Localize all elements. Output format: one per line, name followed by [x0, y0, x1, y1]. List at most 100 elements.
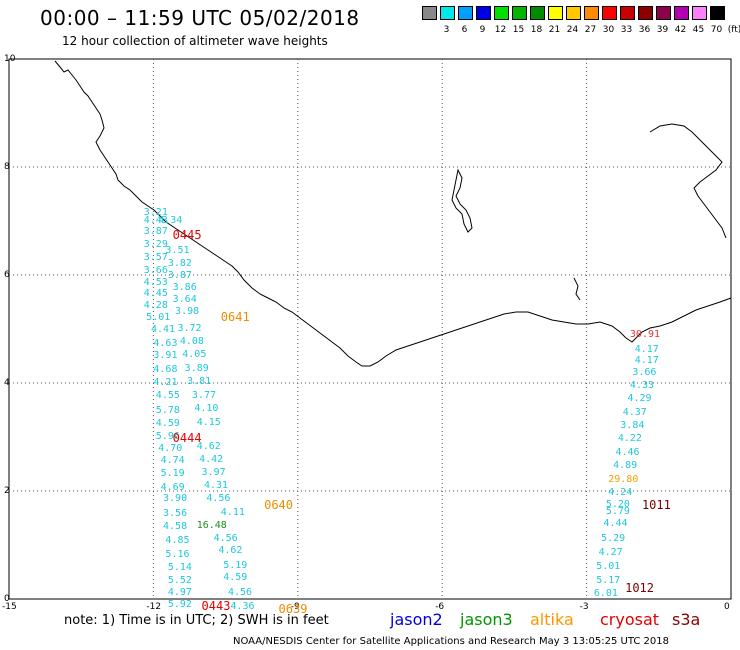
x-tick-label: -15: [2, 602, 17, 612]
wave-height-value: 5.20: [605, 499, 630, 511]
colorbar-label: 70: [710, 25, 723, 35]
wave-height-value: 4.27: [598, 546, 623, 558]
lat-lon-grid: [9, 59, 731, 599]
wave-height-value: 3.21: [143, 206, 168, 218]
wave-height-value: 5.01: [596, 560, 621, 572]
colorbar-label: 3: [443, 25, 450, 35]
wave-height-value: 4.46: [615, 447, 640, 459]
wave-height-value: 4.17: [634, 343, 659, 355]
wave-height-value: 3.82: [167, 258, 192, 270]
colorbar-label: 15: [512, 25, 525, 35]
wave-height-value: 4.05: [182, 348, 207, 360]
wave-height-value: 4.58: [163, 520, 188, 532]
wave-height-value: 5.78: [155, 405, 180, 417]
wave-height-value: 4.53: [143, 276, 168, 288]
wave-height-value: 4.22: [617, 433, 642, 445]
satellite-cryosat: cryosat: [600, 610, 660, 629]
wave-height-value: 5.19: [160, 467, 185, 479]
colorbar-label: (ft): [727, 25, 740, 35]
wave-height-value: 3.84: [620, 420, 645, 432]
wave-height-value: 4.34: [158, 215, 183, 226]
wave-height-value: 3.66: [632, 367, 657, 379]
wave-height-value: 3.90: [163, 492, 188, 504]
colorbar-label: 18: [530, 25, 543, 35]
colorbar-swatch: [602, 6, 617, 20]
colorbar-swatch: [692, 6, 707, 20]
pass-time-label: 0444: [172, 431, 202, 446]
colorbar-swatch: [458, 6, 473, 20]
colorbar-label: 9: [479, 25, 486, 35]
y-tick-label: 8: [4, 162, 10, 172]
colorbar-swatch: [422, 6, 437, 20]
colorbar-label: 33: [620, 25, 633, 35]
wave-height-value: 4.17: [634, 355, 659, 367]
wave-height-value: 4.44: [603, 518, 628, 530]
wave-height-value: 4.31: [203, 479, 229, 491]
wave-height-value: 3.66: [143, 264, 168, 276]
wave-height-value: 3.72: [177, 323, 202, 334]
wave-height-value: 3.51: [165, 244, 190, 256]
wave-height-value: 4.28: [143, 300, 168, 312]
wave-height-value: 3.86: [172, 281, 197, 293]
wave-height-value: 5.29: [601, 532, 626, 544]
wave-height-value: 16.48: [196, 519, 227, 531]
wave-height-value: 4.55: [155, 389, 180, 401]
colorbar-swatch: [620, 6, 635, 20]
map-frame: [8, 58, 732, 600]
wave-height-value: 4.70: [158, 442, 183, 454]
wave-height-value: 4.62: [218, 545, 243, 557]
y-tick-label: 6: [4, 270, 10, 280]
y-tick-label: 4: [4, 378, 10, 388]
wave-height-value: 3.57: [143, 251, 168, 263]
wave-height-value: 4.68: [153, 364, 178, 376]
wave-height-value: 4.45: [143, 288, 168, 300]
pass-time-label: 0443: [201, 599, 231, 614]
pass-time-label: 1012: [625, 581, 654, 596]
wave-height-value: 29.80: [608, 474, 639, 486]
colorbar-label: 27: [584, 25, 597, 35]
colorbar-swatch: [638, 6, 653, 20]
colorbar-swatch: [566, 6, 581, 20]
colorbar-label: 30: [602, 25, 615, 35]
colorbar-swatch: [440, 6, 455, 20]
wave-height-value: 5.16: [165, 548, 190, 560]
colorbar-label: 6: [461, 25, 468, 35]
wave-height-value: 4.89: [613, 460, 638, 472]
wave-height-value: 5.52: [167, 574, 192, 586]
pass-time-label: 0445: [172, 227, 202, 242]
wave-height-value: 3.81: [187, 375, 212, 387]
satellite-jason3: jason3: [460, 610, 513, 629]
colorbar-swatch: [710, 6, 725, 20]
x-tick-label: -9: [290, 602, 300, 612]
wave-height-value: 4.11: [220, 506, 245, 518]
colorbar-swatch: [584, 6, 599, 20]
wave-height-value: 4.62: [196, 440, 221, 452]
wave-height-value: 4.42: [199, 453, 224, 465]
lake-nigeria: [649, 123, 727, 239]
wave-height-value: 4.85: [165, 534, 190, 546]
wave-height-value: 4.59: [155, 418, 180, 430]
colorbar-swatch: [512, 6, 527, 20]
pass-time-label: 1011: [641, 497, 671, 512]
wave-height-value: 4.36: [230, 600, 255, 612]
wave-height-value: 4.74: [160, 454, 185, 466]
lake-volta: [451, 168, 473, 233]
wave-height-value: 4.56: [213, 532, 238, 544]
wave-height-value: 4.59: [223, 572, 248, 584]
wave-height-value: 3.77: [191, 389, 216, 401]
wave-height-value: 3.87: [167, 270, 192, 282]
wave-height-value: 4.97: [167, 586, 192, 598]
satellite-s3a: s3a: [672, 610, 701, 629]
river-segment: [573, 277, 581, 301]
colorbar-swatch: [530, 6, 545, 20]
wave-height-value: 3.29: [143, 239, 168, 251]
colorbar-swatch: [656, 6, 671, 20]
wave-height-value: 4.33: [629, 380, 654, 392]
colorbar-label: 36: [638, 25, 651, 35]
wave-height-value: 5.19: [223, 559, 248, 571]
colorbar-swatch: [674, 6, 689, 20]
chart-title: 00:00 – 11:59 UTC 05/02/2018: [40, 6, 360, 30]
wave-height-value: 3.87: [143, 225, 168, 237]
wave-height-value: 4.56: [206, 492, 231, 504]
colorbar-swatch: [476, 6, 491, 20]
